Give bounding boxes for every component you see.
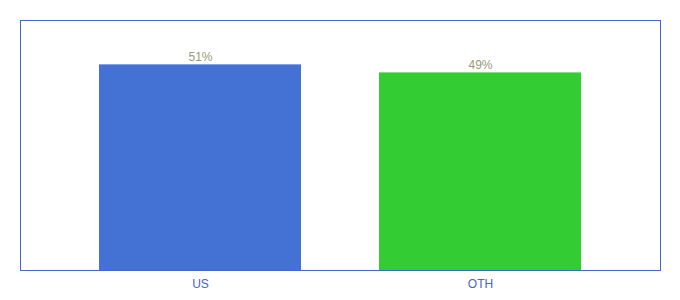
svg-text:49%: 49%	[468, 58, 492, 72]
svg-text:51%: 51%	[188, 50, 212, 64]
svg-text:OTH: OTH	[468, 277, 493, 291]
svg-text:US: US	[192, 277, 209, 291]
